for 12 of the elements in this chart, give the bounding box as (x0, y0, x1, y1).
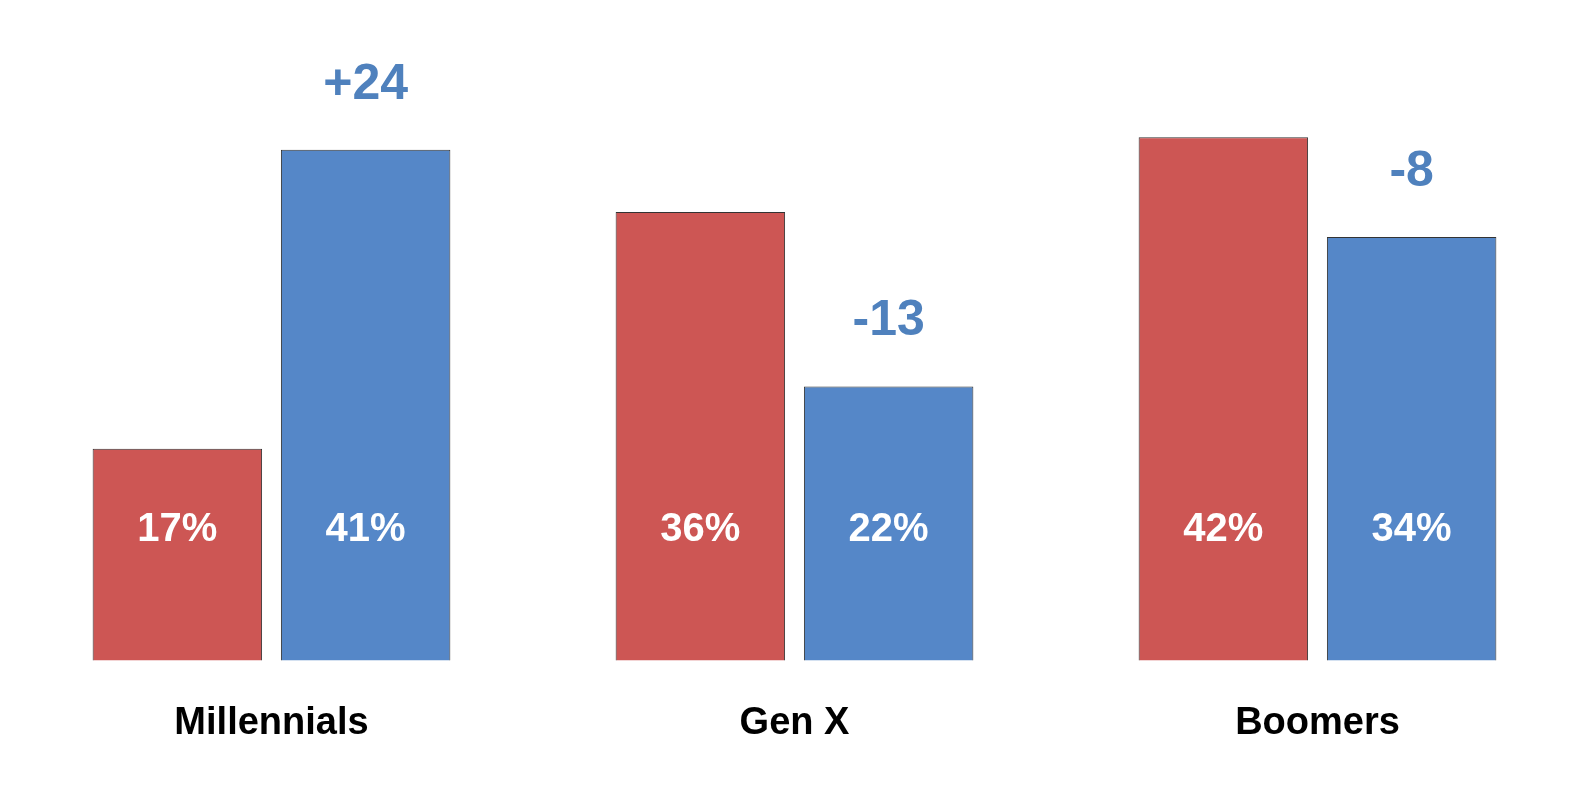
x-tick-label: Gen X (739, 699, 851, 742)
data-label: 17% (137, 505, 218, 550)
x-tick-label: Boomers (1235, 699, 1400, 742)
annotation: -8 (1389, 140, 1434, 197)
data-label: 22% (848, 505, 929, 550)
annotation: -13 (852, 290, 925, 347)
data-label: 36% (660, 505, 741, 550)
data-label: 42% (1183, 505, 1264, 550)
data-label: 41% (325, 505, 406, 550)
data-label: 34% (1371, 505, 1452, 550)
text: +24 (323, 53, 409, 110)
x-tick-label: Millennials (174, 699, 369, 742)
